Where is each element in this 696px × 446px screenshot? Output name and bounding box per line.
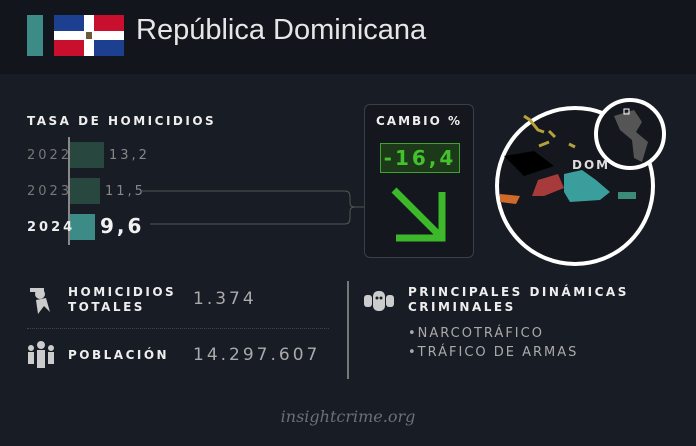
population-label: POBLACIÓN [68, 348, 170, 362]
source-footer: insightcrime.org [280, 407, 416, 426]
bar-2023 [70, 178, 100, 204]
homicide-icon [30, 288, 50, 314]
homicides-label-line1: HOMICIDIOS [68, 285, 177, 299]
homicides-label-line2: TOTALES [68, 300, 145, 314]
location-map [495, 98, 666, 266]
page-title: República Dominicana [136, 14, 427, 46]
divider [27, 328, 329, 329]
bracket-connector [140, 190, 365, 225]
accent-bar [27, 15, 43, 56]
homicides-value: 1.374 [193, 289, 257, 309]
dynamics-item: •TRÁFICO DE ARMAS [408, 345, 579, 360]
dominican-republic-flag-icon [54, 15, 124, 56]
change-panel [364, 104, 474, 258]
population-value: 14.297.607 [193, 345, 321, 365]
rate-value: 13,2 [109, 148, 150, 163]
change-value: -16,4 [380, 143, 460, 173]
arrow-down-right-icon [391, 187, 446, 242]
year-label: 2023 [27, 184, 73, 199]
dynamics-title-line1: PRINCIPALES DINÁMICAS [408, 285, 629, 299]
bar-2024 [70, 214, 95, 240]
dynamics-title: PRINCIPALES DINÁMICAS CRIMINALES [408, 285, 629, 315]
map-country-label: DOM [572, 158, 611, 172]
bar-axis [68, 137, 70, 245]
rate-value: 11,5 [105, 184, 146, 199]
year-label: 2022 [27, 148, 73, 163]
year-label: 2024 [27, 220, 76, 235]
change-title: CAMBIO % [375, 114, 463, 128]
vertical-divider [347, 281, 349, 379]
dynamics-title-line2: CRIMINALES [408, 300, 516, 314]
population-icon [28, 341, 54, 368]
rate-value: 9,6 [100, 214, 145, 238]
dynamics-item: •NARCOTRÁFICO [408, 326, 544, 341]
masked-criminals-icon [364, 291, 394, 311]
homicides-label: HOMICIDIOS TOTALES [68, 285, 176, 315]
homicide-rate-title: TASA DE HOMICIDIOS [27, 114, 217, 128]
bar-2022 [70, 142, 105, 168]
